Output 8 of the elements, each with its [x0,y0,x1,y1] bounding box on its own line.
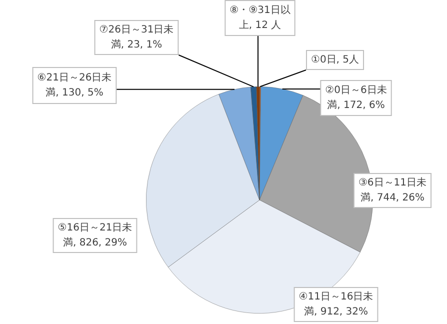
slice-label: ⑥21日～26日未満, 130, 5% [37,72,112,99]
slice-label: ⑤16日～21日未満, 826, 29% [58,222,132,249]
slice-label: ①0日, 5人 [310,54,360,66]
slice-label: ⑦26日～31日未満, 23, 1% [99,24,174,51]
slice-label: ⑧・⑨31日以上, 12 人 [230,4,290,32]
slice-label: ④11日～16日未満, 912, 32% [298,290,374,318]
slice-label: ③6日～11日未満, 744, 26% [358,176,427,204]
slice-label: ②0日～6日未満, 172, 6% [325,84,387,112]
